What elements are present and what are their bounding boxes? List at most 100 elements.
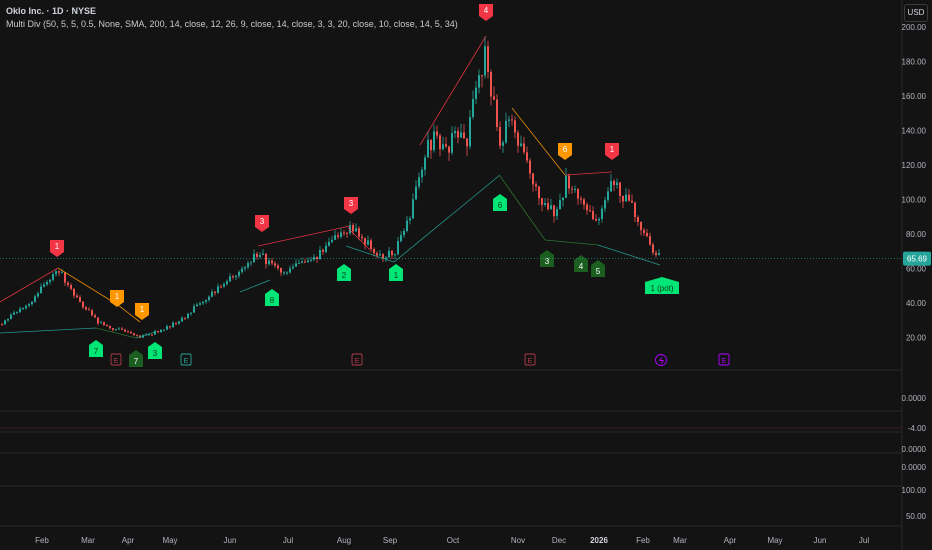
candle-body <box>292 266 294 269</box>
candle-body <box>19 308 21 313</box>
candle-body <box>103 322 105 326</box>
candle-body <box>511 119 513 121</box>
candle-body <box>286 272 288 274</box>
candle-body <box>631 200 633 203</box>
pane3-tick-label: 50.00 <box>906 512 927 521</box>
candle-body <box>319 249 321 259</box>
candle-body <box>556 209 558 217</box>
bull-signal-label: 1 (pot) <box>645 277 679 294</box>
candle-body <box>220 286 222 288</box>
candle-body <box>28 304 30 306</box>
earnings-event-box <box>351 353 363 366</box>
last-price-badge <box>903 251 931 266</box>
bull-signal-text: 7 <box>134 357 139 366</box>
candle-body <box>493 96 495 100</box>
candle-body <box>250 262 252 264</box>
candle-body <box>469 117 471 147</box>
candle-body <box>601 208 603 219</box>
bear-signal-shape <box>479 4 493 21</box>
price-tick-label: 140.00 <box>902 127 927 136</box>
earnings-event-icon: E <box>718 353 730 366</box>
candle-body <box>16 312 18 314</box>
symbol-title[interactable]: Oklo Inc. · 1D · NYSE <box>6 6 97 16</box>
candle-body <box>577 189 579 199</box>
candle-body <box>61 272 63 274</box>
candle-body <box>277 265 279 269</box>
bull-signal-text: 2 <box>342 271 347 280</box>
bear-signal-shape <box>344 197 358 214</box>
candle-body <box>607 191 609 200</box>
candle-body <box>658 253 660 256</box>
bear-signal-text: 4 <box>484 6 489 15</box>
time-axis-label: Jul <box>283 536 293 545</box>
bull-signal-text: 3 <box>545 257 550 266</box>
earnings-event-text: E <box>528 358 533 365</box>
candle-body <box>331 239 333 242</box>
bull-signal-label: 4 <box>574 255 588 272</box>
earnings-event-box <box>110 353 122 366</box>
candle-body <box>406 220 408 231</box>
candle-body <box>1 323 3 325</box>
candle-body <box>397 241 399 255</box>
candle-body <box>529 160 531 174</box>
candle-body <box>439 135 441 150</box>
candle-body <box>544 203 546 205</box>
bear-signal-text: 6 <box>563 145 568 154</box>
candle-body <box>85 307 87 310</box>
candle-body <box>445 144 447 147</box>
divergence-lines <box>0 35 661 339</box>
candle-body <box>79 297 81 302</box>
divergence-line <box>239 279 271 293</box>
candle-body <box>136 335 138 337</box>
candle-body <box>49 279 51 282</box>
bear-signal-label: 1 <box>605 143 619 160</box>
bear-signal-text: 3 <box>349 199 354 208</box>
candle-body <box>328 241 330 246</box>
time-axis-label: Jun <box>814 536 827 545</box>
candle-body <box>583 199 585 205</box>
candle-body <box>142 335 144 338</box>
bear-signal-text: 1 <box>610 145 615 154</box>
bear-signal-label: 1 <box>110 290 124 307</box>
candle-body <box>265 253 267 265</box>
candle-body <box>34 296 36 302</box>
candle-body <box>535 184 537 187</box>
candle-body <box>229 276 231 282</box>
candle-body <box>421 169 423 178</box>
pane2-tick-label-2: 0.0000 <box>902 463 927 472</box>
candle-body <box>409 218 411 221</box>
earnings-event-icon: E <box>351 353 363 366</box>
candle-body <box>253 253 255 263</box>
candle-body <box>376 253 378 256</box>
candle-body <box>598 218 600 221</box>
currency-button[interactable]: USD <box>904 4 928 22</box>
candle-body <box>340 232 342 237</box>
divergence-line <box>393 174 501 263</box>
candle-body <box>184 317 186 319</box>
candle-body <box>145 334 147 336</box>
bull-signal-shape <box>645 277 679 294</box>
price-tick-label: 60.00 <box>906 265 927 274</box>
candle-body <box>454 130 456 134</box>
candle-body <box>247 262 249 268</box>
candle-body <box>652 244 654 253</box>
candle-body <box>307 260 309 262</box>
candle-body <box>130 332 132 334</box>
bull-signal-shape <box>148 342 162 359</box>
candle-body <box>346 232 348 234</box>
earnings-event-text: E <box>114 358 119 365</box>
bear-signal-text: 3 <box>260 217 265 226</box>
price-tick-label: 20.00 <box>906 334 927 343</box>
candle-body <box>478 75 480 88</box>
candle-body <box>313 256 315 260</box>
last-price-label: 65.69 <box>907 255 928 264</box>
indicator-legend[interactable]: Multi Div (50, 5, 5, 0.5, None, SMA, 200… <box>6 19 458 29</box>
candle-body <box>166 326 168 330</box>
chart-legend: Oklo Inc. · 1D · NYSE Multi Div (50, 5, … <box>6 6 458 29</box>
candle-body <box>466 138 468 147</box>
divergence-line <box>0 327 97 334</box>
time-axis-label: Apr <box>724 536 737 545</box>
candle-body <box>379 254 381 256</box>
